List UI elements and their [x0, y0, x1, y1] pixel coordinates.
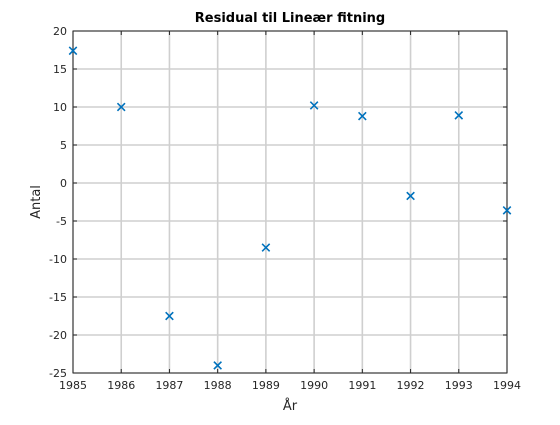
x-tick-label: 1986 — [107, 379, 135, 392]
x-tick-label: 1989 — [252, 379, 280, 392]
data-point — [261, 243, 271, 252]
data-point — [406, 191, 415, 201]
y-tick-label: -25 — [49, 367, 67, 380]
x-tick-label: 1992 — [397, 379, 425, 392]
data-point — [116, 102, 126, 112]
data-point-stroke — [261, 243, 271, 252]
y-tick-label: -20 — [49, 329, 67, 342]
y-tick-label: -10 — [49, 253, 67, 266]
data-point-stroke — [502, 206, 512, 215]
data-point — [309, 101, 319, 110]
data-point-stroke — [454, 111, 464, 120]
plot-area — [72, 30, 508, 374]
data-point-stroke — [116, 102, 126, 112]
y-tick-label: 0 — [60, 177, 67, 190]
x-tick-label: 1988 — [204, 379, 232, 392]
x-tick-label: 1991 — [348, 379, 376, 392]
y-tick-label: -5 — [56, 215, 67, 228]
data-point — [165, 311, 174, 321]
data-point — [68, 46, 78, 56]
data-point — [502, 206, 512, 215]
y-tick-label: 5 — [60, 139, 67, 152]
data-point-stroke — [213, 361, 222, 370]
data-point — [454, 111, 464, 120]
y-tick-label: 20 — [53, 25, 67, 38]
y-tick-label: -15 — [49, 291, 67, 304]
data-point-stroke — [406, 191, 415, 201]
x-tick-label: 1987 — [155, 379, 183, 392]
data-point — [358, 111, 367, 121]
y-tick-label: 15 — [53, 63, 67, 76]
x-tick-label: 1994 — [493, 379, 521, 392]
x-tick-label: 1993 — [445, 379, 473, 392]
y-tick-label: 10 — [53, 101, 67, 114]
x-axis-label: År — [283, 398, 298, 414]
data-point-stroke — [309, 101, 319, 110]
data-point — [213, 361, 222, 370]
x-tick-label: 1990 — [300, 379, 328, 392]
data-point-stroke — [358, 111, 367, 121]
y-axis-label: Antal — [29, 185, 44, 219]
data-point-stroke — [68, 46, 78, 56]
x-tick-label: 1985 — [59, 379, 87, 392]
data-points — [68, 46, 512, 370]
data-point-stroke — [165, 311, 174, 321]
chart-title: Residual til Lineær fitning — [195, 11, 385, 26]
axis-ticks: 1985 1986 1987 1988 1989 1990 1991 1992 1993 1994… — [49, 25, 521, 392]
grid — [72, 30, 508, 374]
